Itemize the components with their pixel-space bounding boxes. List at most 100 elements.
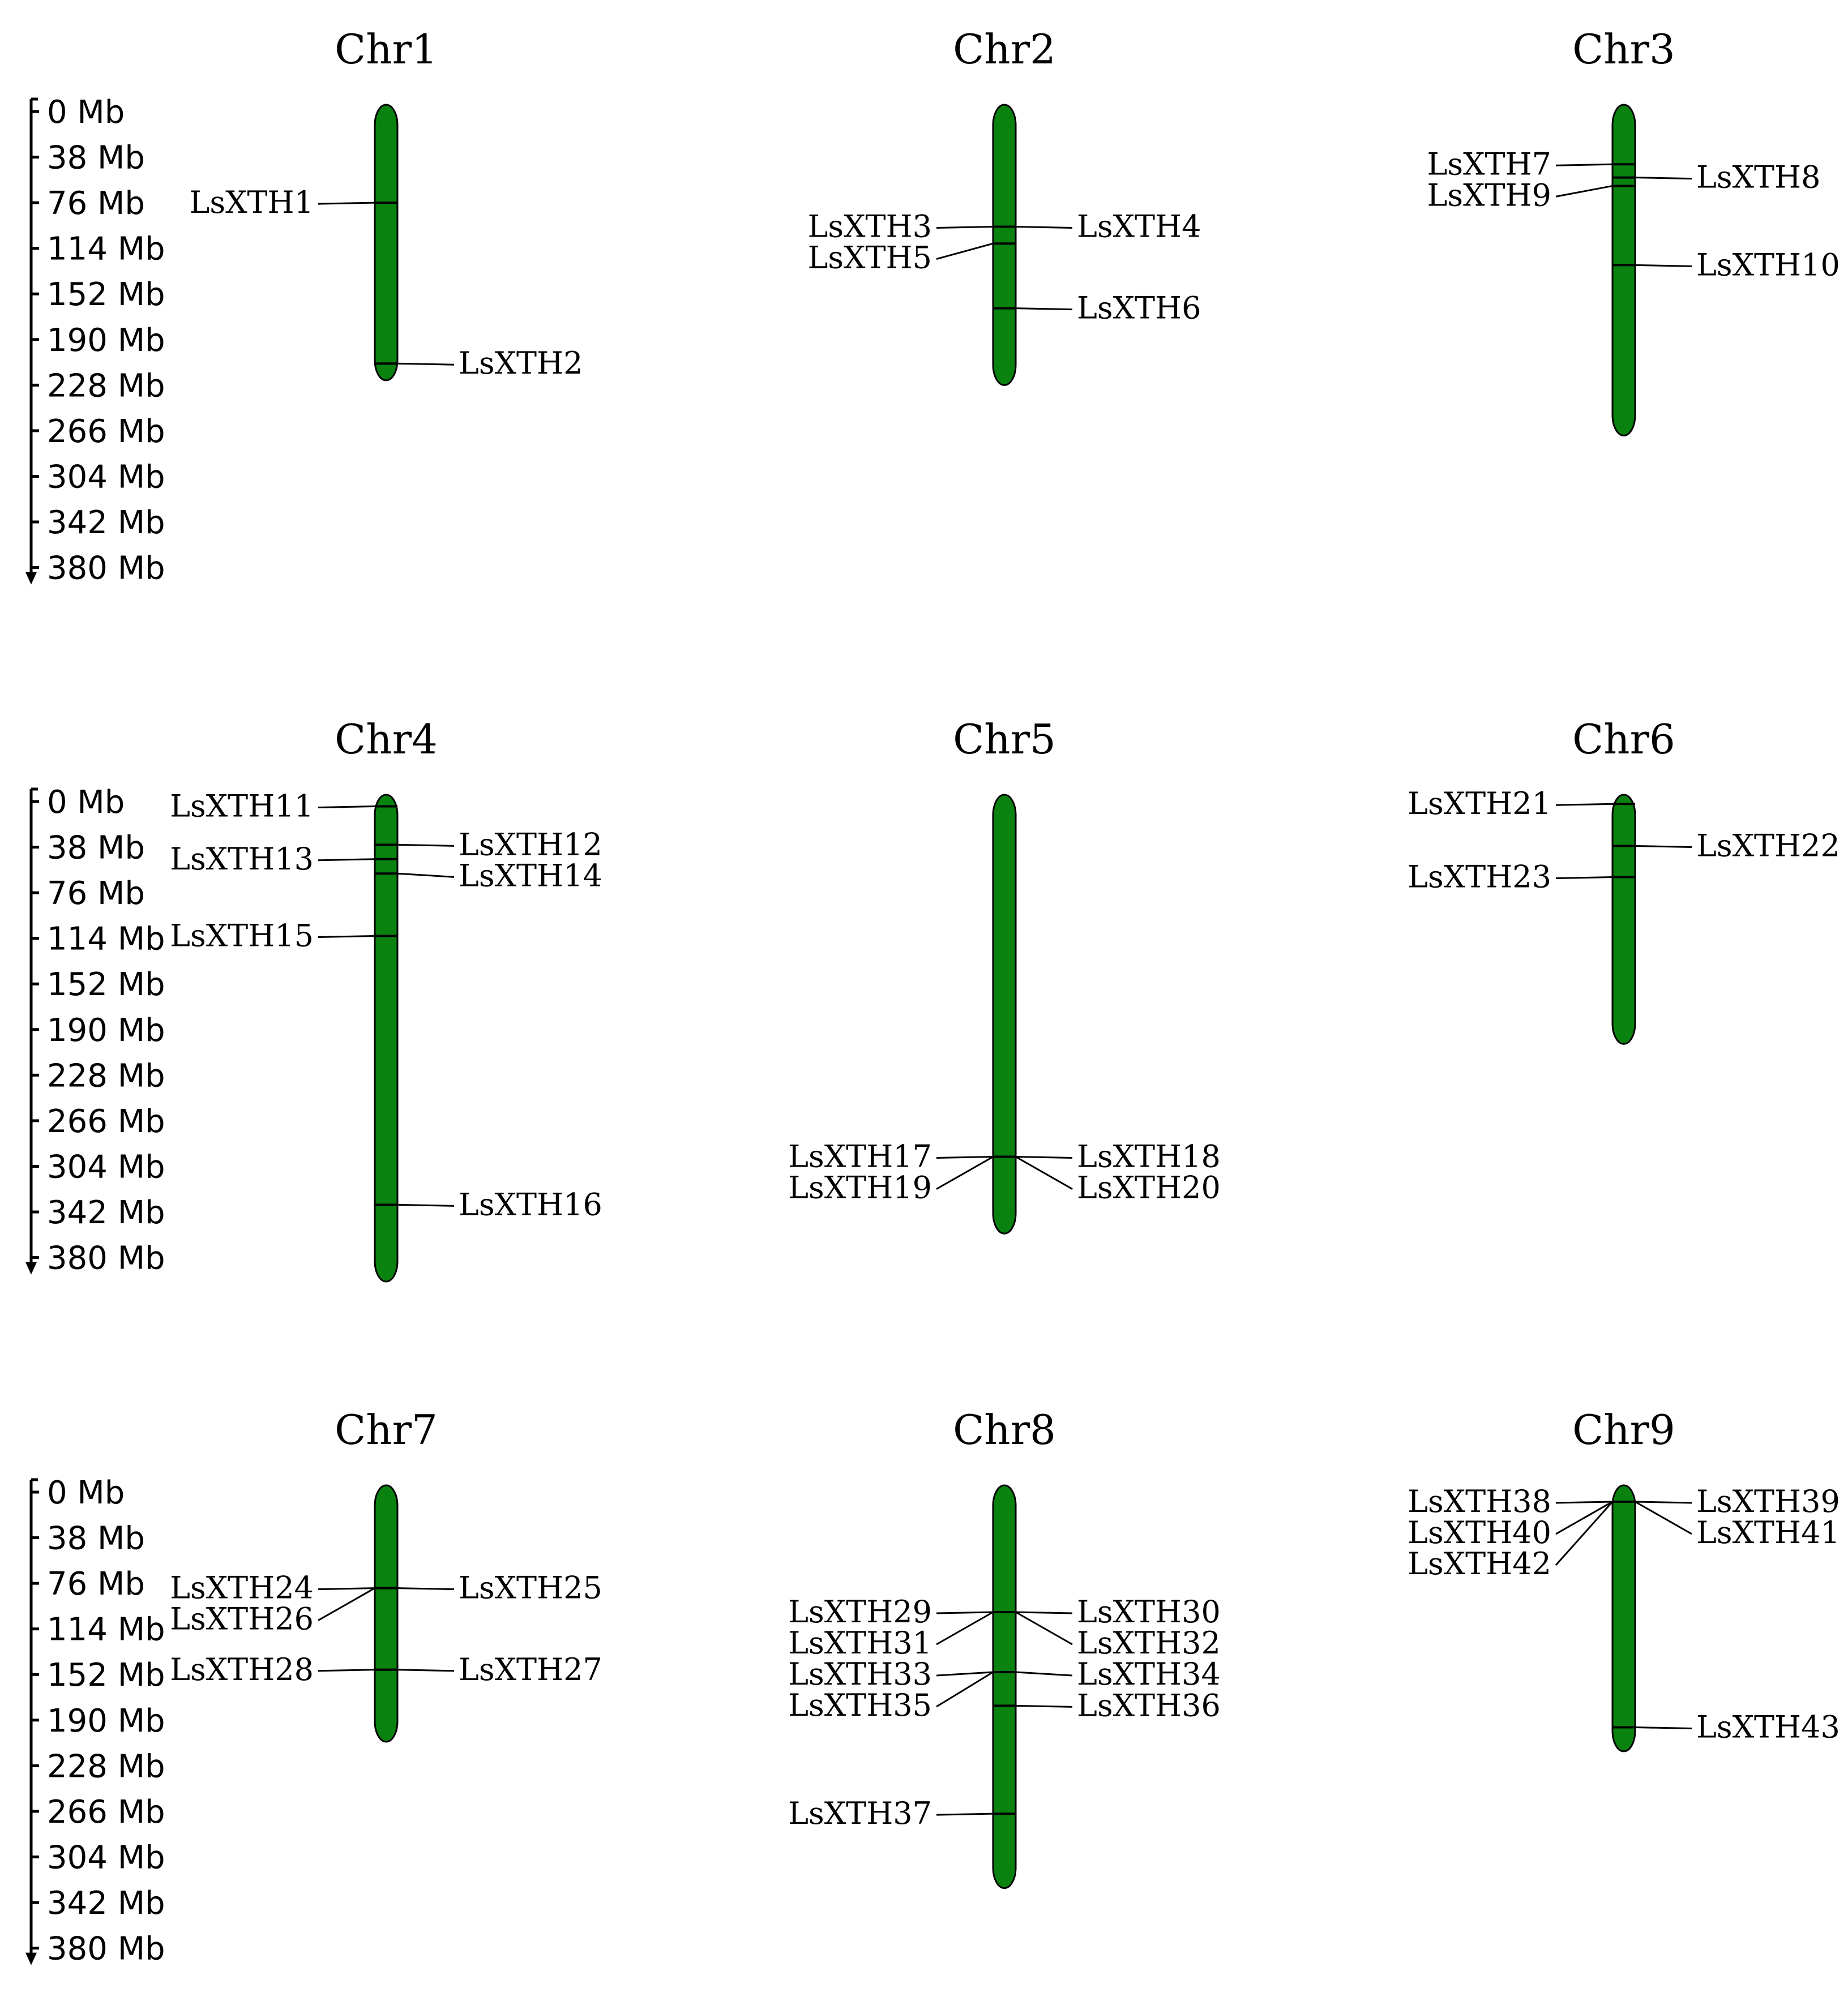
chromosome-body	[992, 794, 1017, 1235]
scale-tick-label: 0 Mb	[47, 94, 125, 131]
scale-tick-label: 38 Mb	[47, 830, 145, 867]
scale-tick-label: 114 Mb	[47, 921, 165, 958]
scale-tick-label: 152 Mb	[47, 276, 165, 313]
scale-tick-label: 380 Mb	[47, 1931, 165, 1968]
scale-bar-row-3: 0 Mb 38 Mb 76 Mb 114 Mb 152 Mb 190 Mb 228 Mb 26…	[25, 1475, 165, 1968]
gene-leader-line	[1555, 876, 1613, 880]
scale-arrow-icon	[25, 1952, 37, 1965]
scale-arrow-icon	[25, 572, 37, 585]
gene-leader-line	[1635, 1501, 1692, 1535]
gene-leader-line	[1015, 307, 1073, 311]
gene-label: LsXTH32	[1077, 1625, 1221, 1661]
gene-leader-line	[936, 1611, 994, 1614]
gene-leader-line	[1555, 803, 1613, 806]
scale-tick-label: 228 Mb	[47, 1057, 165, 1094]
chromosome-body	[1611, 794, 1636, 1045]
chromosome-chr6: Chr6 LsXTH21 LsXTH23 LsXTH22	[1408, 715, 1840, 1045]
gene-leader-line	[1635, 264, 1692, 267]
chromosome-title: Chr2	[953, 25, 1056, 73]
gene-leader-line	[936, 1671, 994, 1708]
gene-label: LsXTH14	[459, 858, 602, 893]
chromosome-title: Chr3	[1572, 25, 1675, 73]
gene-leader-line	[397, 872, 455, 878]
scale-tick-label: 342 Mb	[47, 1885, 165, 1922]
gene-label: LsXTH34	[1077, 1656, 1221, 1692]
gene-label: LsXTH36	[1077, 1687, 1221, 1723]
gene-label: LsXTH1	[190, 185, 314, 220]
gene-label: LsXTH6	[1077, 290, 1201, 326]
gene-label: LsXTH29	[788, 1594, 932, 1630]
gene-leader-line	[1555, 163, 1613, 166]
gene-label: LsXTH30	[1077, 1594, 1221, 1630]
scale-tick-label: 228 Mb	[47, 1748, 165, 1785]
gene-label: LsXTH2	[459, 345, 583, 381]
scale-tick-label: 266 Mb	[47, 413, 165, 450]
gene-leader-line	[397, 1669, 455, 1672]
gene-label: LsXTH16	[459, 1186, 602, 1222]
gene-leader-line	[936, 1671, 994, 1677]
scale-tick-label: 342 Mb	[47, 1194, 165, 1231]
gene-leader-line	[1555, 1501, 1613, 1535]
gene-leader-line	[1015, 1671, 1073, 1677]
gene-leader-line	[318, 935, 375, 938]
gene-leader-line	[1015, 1611, 1073, 1614]
chromosome-body	[374, 794, 399, 1283]
gene-leader-line	[1555, 185, 1613, 198]
gene-leader-line	[1555, 1501, 1614, 1566]
gene-label: LsXTH5	[808, 240, 932, 276]
gene-label: LsXTH42	[1408, 1546, 1551, 1582]
gene-leader-line	[936, 1813, 994, 1816]
gene-leader-line	[1635, 1726, 1692, 1730]
gene-label: LsXTH11	[170, 788, 314, 824]
scale-tick-label: 0 Mb	[47, 1475, 125, 1511]
chromosome-title: Chr4	[335, 715, 438, 763]
scale-bar-row-1: 0 Mb 38 Mb 76 Mb 114 Mb 152 Mb 190 Mb 228 Mb 26…	[25, 94, 165, 587]
gene-label: LsXTH23	[1408, 859, 1551, 895]
gene-label: LsXTH38	[1408, 1484, 1551, 1519]
gene-label: LsXTH19	[788, 1170, 932, 1206]
gene-label: LsXTH40	[1408, 1515, 1551, 1550]
scale-tick-label: 152 Mb	[47, 1657, 165, 1694]
gene-leader-line	[1635, 1501, 1692, 1504]
gene-label: LsXTH28	[170, 1652, 314, 1687]
scale-tick-label: 190 Mb	[47, 322, 165, 359]
gene-leader-line	[397, 362, 455, 366]
gene-label: LsXTH10	[1696, 247, 1840, 282]
gene-label: LsXTH33	[788, 1656, 932, 1692]
gene-label: LsXTH21	[1408, 786, 1551, 821]
gene-leader-line	[318, 1587, 375, 1621]
scale-tick-label: 266 Mb	[47, 1794, 165, 1831]
scale-tick-label: 342 Mb	[47, 504, 165, 541]
chromosome-body	[1611, 104, 1636, 436]
scale-tick-label: 38 Mb	[47, 140, 145, 177]
gene-label: LsXTH8	[1696, 160, 1820, 195]
chromosome-title: Chr1	[335, 25, 438, 73]
scale-tick-label: 304 Mb	[47, 459, 165, 495]
scale-tick-label: 190 Mb	[47, 1703, 165, 1739]
gene-leader-line	[1635, 177, 1692, 180]
gene-label: LsXTH39	[1696, 1484, 1840, 1519]
chromosome-title: Chr9	[1572, 1406, 1675, 1454]
gene-label: LsXTH9	[1427, 177, 1551, 213]
gene-leader-line	[936, 226, 994, 229]
chromosome-body	[992, 1484, 1017, 1889]
gene-leader-line	[318, 202, 375, 205]
gene-label: LsXTH22	[1696, 828, 1840, 863]
gene-leader-line	[397, 843, 455, 847]
gene-label: LsXTH25	[459, 1570, 602, 1606]
chromosome-chr1: Chr1 LsXTH1 LsXTH2	[190, 25, 583, 382]
chromosome-body	[374, 1484, 399, 1743]
chromosome-title: Chr6	[1572, 715, 1675, 763]
gene-leader-line	[1555, 1501, 1613, 1504]
scale-tick-label: 152 Mb	[47, 966, 165, 1003]
gene-leader-line	[936, 1156, 994, 1159]
gene-leader-line	[318, 1587, 375, 1591]
gene-label: LsXTH17	[788, 1139, 932, 1175]
gene-leader-line	[1635, 845, 1692, 848]
gene-label: LsXTH7	[1427, 146, 1551, 182]
gene-leader-line	[936, 1611, 994, 1646]
